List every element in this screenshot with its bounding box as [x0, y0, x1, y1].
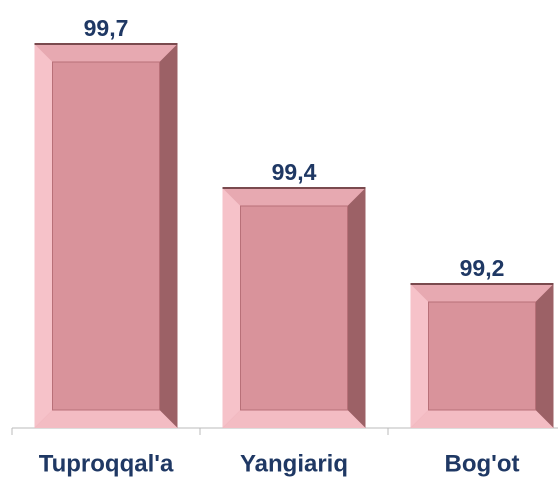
x-tick-label: Tuproqqal'a: [39, 450, 174, 477]
bevel-bottom: [222, 410, 366, 428]
bevel-left: [222, 188, 241, 428]
bar: [34, 44, 178, 428]
value-label: 99,4: [272, 159, 317, 185]
bevel-top: [222, 188, 366, 206]
bevel-top: [410, 284, 554, 302]
bevel-left: [34, 44, 53, 428]
bevel-bottom: [410, 410, 554, 428]
bar-face: [52, 61, 160, 411]
value-label: 99,7: [84, 15, 129, 41]
value-label: 99,2: [460, 255, 505, 281]
bar-face: [428, 301, 536, 411]
bevel-top: [34, 44, 178, 62]
x-tick-label: Bog'ot: [444, 450, 519, 477]
bevel-bottom: [34, 410, 178, 428]
bevel-right: [159, 44, 178, 428]
bevel-left: [410, 284, 429, 428]
bevel-right: [535, 284, 554, 428]
bevel-right: [347, 188, 366, 428]
bar-face: [240, 205, 348, 411]
x-tick-label: Yangiariq: [240, 450, 348, 477]
bar: [222, 188, 366, 428]
bar: [410, 284, 554, 428]
